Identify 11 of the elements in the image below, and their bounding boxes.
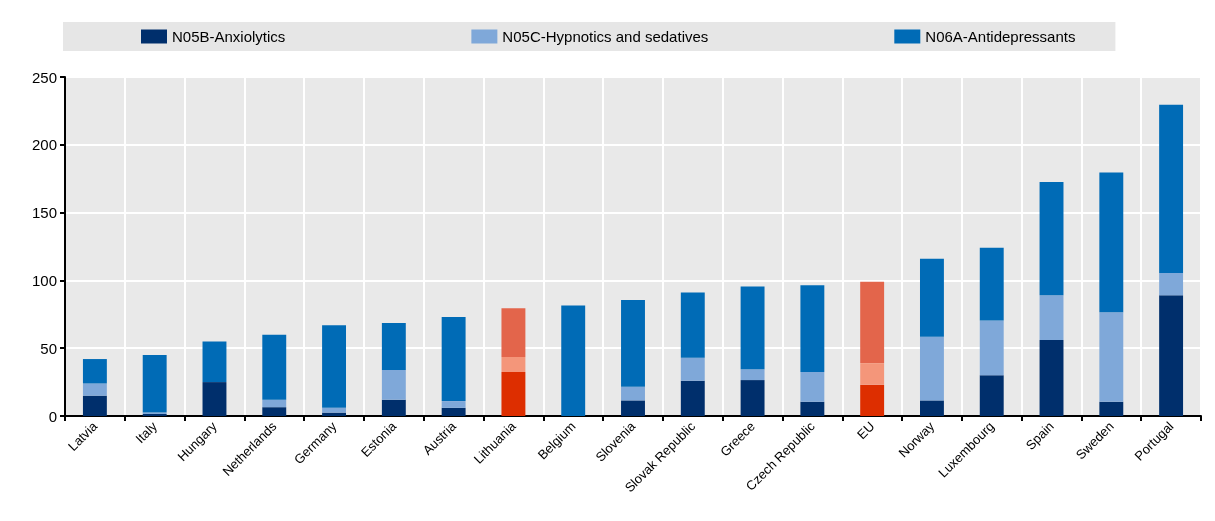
legend-label: N06A-Antidepressants — [925, 28, 1076, 45]
legend-label: N05B-Anxiolytics — [172, 28, 286, 45]
y-tick-label: 100 — [31, 271, 57, 289]
y-tick-label: 50 — [40, 339, 57, 357]
x-tick-label: EU — [854, 418, 878, 443]
y-tick-label: 250 — [31, 68, 57, 86]
y-tick-label: 0 — [48, 407, 57, 425]
x-tick-label: Italy — [132, 418, 161, 447]
y-tick-label: 150 — [31, 204, 57, 222]
y-tick-label: 200 — [31, 136, 57, 154]
legend-label: N05C-Hypnotics and sedatives — [502, 28, 709, 45]
